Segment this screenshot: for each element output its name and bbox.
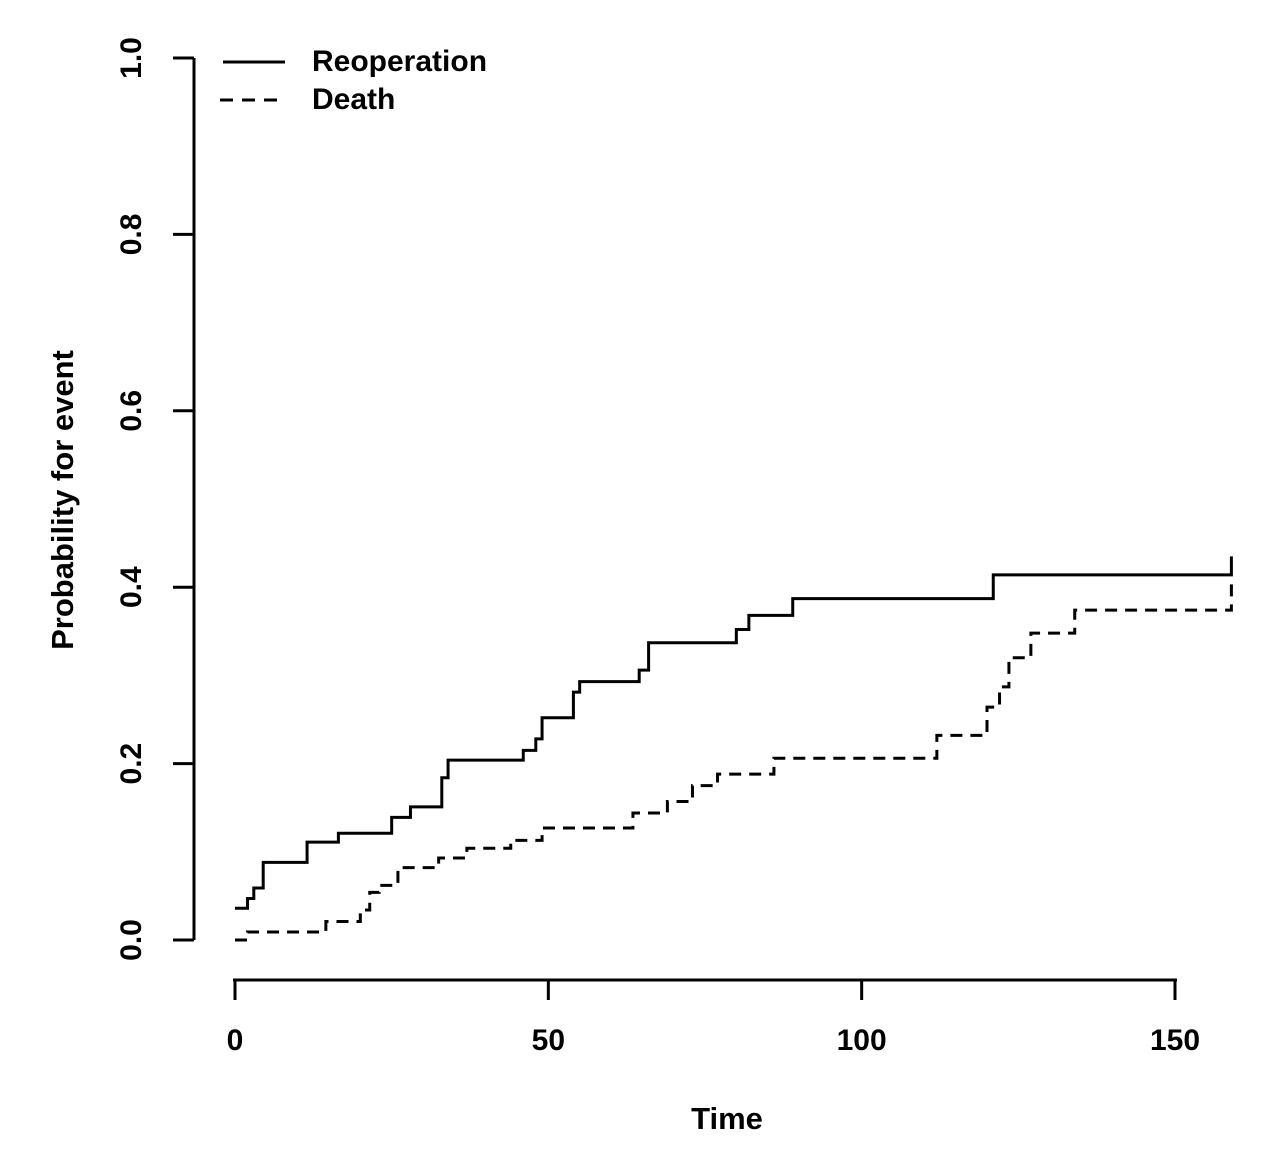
y-tick-label: 0.0 bbox=[115, 919, 148, 961]
x-tick-label: 0 bbox=[227, 1024, 244, 1057]
x-tick-label: 100 bbox=[837, 1024, 887, 1057]
x-axis bbox=[233, 978, 1177, 1000]
y-tick-label: 0.6 bbox=[115, 390, 148, 432]
series-line-death bbox=[235, 583, 1233, 942]
y-tick-label: 0.2 bbox=[115, 743, 148, 785]
legend-label-death: Death bbox=[312, 83, 396, 116]
y-tick-label: 1.0 bbox=[115, 37, 148, 79]
y-axis-title: Probability for event bbox=[45, 350, 80, 650]
y-tick-label: 0.4 bbox=[115, 566, 148, 608]
y-tick-label: 0.8 bbox=[115, 214, 148, 256]
x-tick-label: 150 bbox=[1150, 1024, 1200, 1057]
series-line-reoperation bbox=[235, 556, 1233, 910]
x-axis-title: Time bbox=[691, 1101, 763, 1136]
y-axis bbox=[173, 56, 196, 942]
x-tick-label: 50 bbox=[532, 1024, 565, 1057]
legend-label-reoperation: Reoperation bbox=[312, 45, 488, 78]
